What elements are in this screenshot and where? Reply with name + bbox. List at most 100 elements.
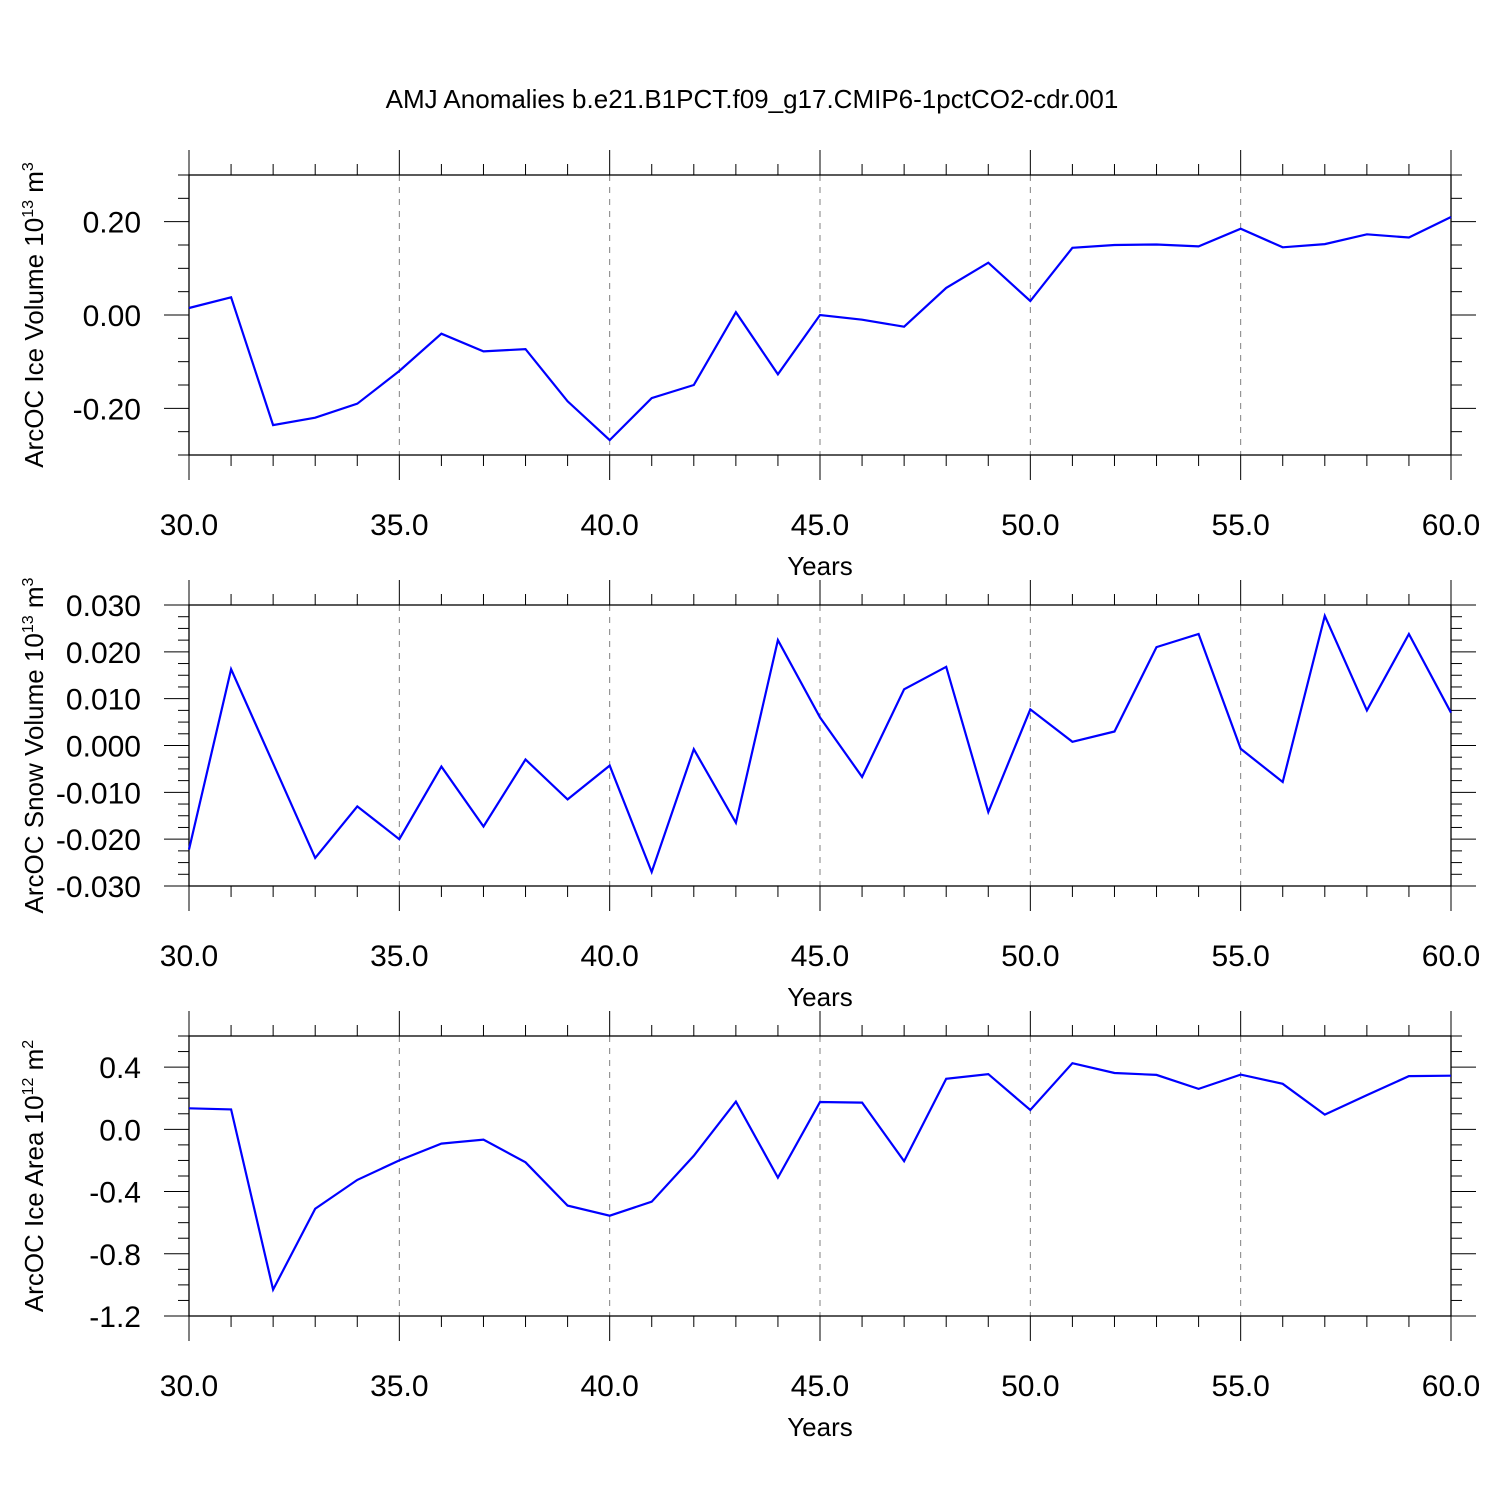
data-point (650, 870, 654, 874)
data-point (566, 1204, 570, 1208)
data-point (1323, 242, 1327, 246)
data-point (1407, 236, 1411, 240)
data-point (1070, 1061, 1074, 1065)
data-point (818, 1100, 822, 1104)
x-tick-label: 35.0 (370, 1370, 428, 1403)
data-point (397, 1158, 401, 1162)
y-tick-label: 0.0 (99, 1114, 141, 1147)
data-point (608, 764, 612, 768)
data-point (1070, 246, 1074, 250)
data-point (860, 775, 864, 779)
y-tick-label: 0.020 (66, 637, 141, 670)
y-tick-label: 0.010 (66, 684, 141, 717)
data-point (650, 1200, 654, 1204)
data-point (481, 349, 485, 353)
data-point (1155, 243, 1159, 247)
x-tick-label: 45.0 (791, 1370, 849, 1403)
data-point (1281, 1082, 1285, 1086)
y-tick-label: -1.2 (89, 1301, 141, 1334)
data-point (1239, 1073, 1243, 1077)
data-point (1365, 232, 1369, 236)
data-point (1281, 245, 1285, 249)
data-point (481, 825, 485, 829)
data-point (1239, 747, 1243, 751)
data-point (187, 306, 191, 310)
data-point (986, 261, 990, 265)
data-point (776, 372, 780, 376)
data-point (1239, 227, 1243, 231)
y-tick-label: -0.4 (89, 1177, 141, 1210)
data-point (271, 423, 275, 427)
x-tick-label: 40.0 (580, 940, 638, 973)
data-point (776, 638, 780, 642)
data-point (313, 416, 317, 420)
data-point (734, 821, 738, 825)
data-point (1155, 645, 1159, 649)
chart-panels: 30.0 35.0 40.0 45.0 50.0 55.0 60.0 Years -0.20 0.… (19, 150, 1480, 1442)
data-point (734, 1100, 738, 1104)
y-axis-title: ArcOC Snow Volume 1013 m3 (19, 577, 49, 913)
y-tick-label: -0.030 (56, 871, 141, 904)
data-point (355, 804, 359, 808)
data-point (1197, 632, 1201, 636)
data-point (692, 747, 696, 751)
x-tick-label: 45.0 (791, 940, 849, 973)
data-point (860, 318, 864, 322)
x-tick-label: 30.0 (160, 940, 218, 973)
x-tick-label: 60.0 (1422, 1370, 1480, 1403)
data-point (1281, 780, 1285, 784)
data-point (1365, 1093, 1369, 1097)
plot-frame (188, 604, 1452, 887)
x-tick-label: 50.0 (1001, 1370, 1059, 1403)
y-tick-label: 0.00 (83, 300, 141, 333)
data-point (229, 667, 233, 671)
data-point (902, 1159, 906, 1163)
data-point (1112, 243, 1116, 247)
data-point (313, 1207, 317, 1211)
data-point (1449, 711, 1453, 715)
data-point (313, 856, 317, 860)
x-tick-label: 30.0 (160, 509, 218, 542)
data-point (524, 1160, 528, 1164)
series-line (187, 612, 1452, 876)
data-point (1197, 1087, 1201, 1091)
x-tick-label: 55.0 (1211, 940, 1269, 973)
data-point (355, 1178, 359, 1182)
data-point (1365, 708, 1369, 712)
data-point (439, 332, 443, 336)
y-tick-label: -0.010 (56, 777, 141, 810)
y-tick-label: -0.020 (56, 824, 141, 857)
data-point (1112, 729, 1116, 733)
data-point (229, 295, 233, 299)
data-point (1028, 1108, 1032, 1112)
x-tick-label: 40.0 (580, 509, 638, 542)
data-point (439, 765, 443, 769)
x-tick-label: 60.0 (1422, 940, 1480, 973)
x-tick-label: 40.0 (580, 1370, 638, 1403)
data-point (818, 313, 822, 317)
data-point (397, 369, 401, 373)
data-point (608, 1214, 612, 1218)
data-point (986, 1072, 990, 1076)
data-point (902, 687, 906, 691)
data-point (566, 797, 570, 801)
data-point (481, 1138, 485, 1142)
data-point (187, 847, 191, 851)
y-axis-title: ArcOC Ice Volume 1013 m3 (19, 162, 49, 468)
y-tick-label: 0.030 (66, 590, 141, 623)
data-point (1323, 1113, 1327, 1117)
data-point (1155, 1073, 1159, 1077)
y-tick-label: -0.8 (89, 1239, 141, 1272)
x-tick-label: 60.0 (1422, 509, 1480, 542)
y-tick-label: 0.000 (66, 731, 141, 764)
data-point (860, 1101, 864, 1105)
data-point (271, 1288, 275, 1292)
x-tick-label: 35.0 (370, 940, 428, 973)
y-tick-label: 0.20 (83, 207, 141, 240)
y-tick-label: -0.20 (73, 393, 141, 426)
data-point (1323, 614, 1327, 618)
data-point (944, 665, 948, 669)
data-point (1197, 244, 1201, 248)
data-point (355, 402, 359, 406)
